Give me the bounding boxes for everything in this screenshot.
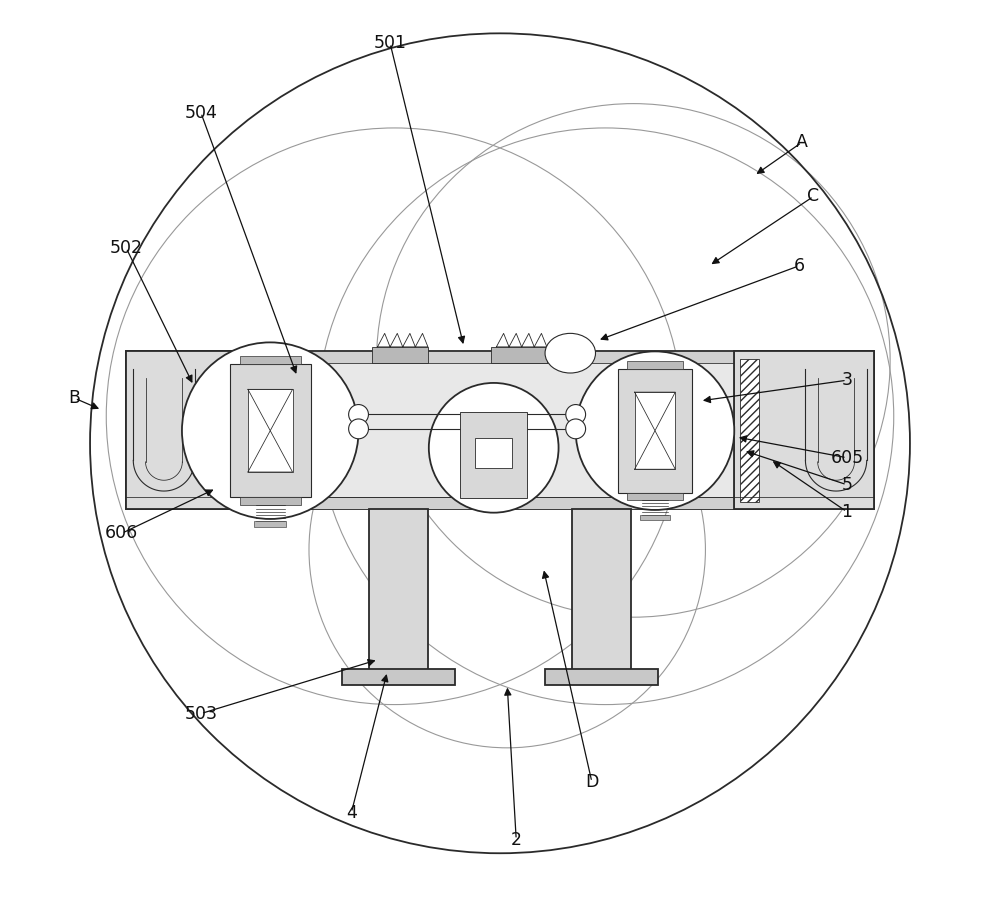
Bar [240, 356, 301, 364]
Text: 504: 504 [184, 104, 217, 122]
Bar [640, 515, 670, 520]
Text: 605: 605 [830, 449, 863, 467]
Bar [126, 351, 874, 363]
Text: B: B [69, 389, 81, 407]
Text: 606: 606 [105, 524, 138, 542]
Text: 6: 6 [794, 257, 805, 275]
Bar [126, 351, 874, 509]
Bar [618, 369, 692, 493]
Bar [342, 669, 455, 685]
Bar [491, 347, 547, 363]
Bar [241, 359, 260, 502]
Text: 502: 502 [110, 239, 143, 257]
Bar [460, 413, 527, 497]
Text: A: A [796, 133, 808, 151]
Bar [627, 361, 683, 369]
Bar [230, 364, 311, 497]
Circle shape [429, 383, 559, 513]
Bar [126, 351, 266, 509]
Text: 4: 4 [346, 804, 357, 822]
Circle shape [566, 419, 586, 439]
Bar [545, 669, 658, 685]
Circle shape [349, 419, 368, 439]
Bar [126, 497, 874, 509]
Text: 1: 1 [841, 503, 852, 521]
Circle shape [566, 405, 586, 424]
Bar [369, 509, 428, 671]
Circle shape [576, 351, 734, 510]
Text: D: D [585, 773, 599, 791]
Text: 5: 5 [841, 476, 852, 494]
Bar [635, 392, 675, 469]
Bar [475, 438, 512, 468]
Circle shape [349, 405, 368, 424]
Bar [572, 509, 631, 671]
Bar [254, 522, 286, 527]
Text: 2: 2 [511, 831, 522, 849]
Ellipse shape [545, 333, 596, 373]
Text: C: C [807, 187, 820, 205]
Text: 3: 3 [841, 371, 852, 389]
Circle shape [182, 342, 359, 519]
Bar [627, 493, 683, 500]
Text: 501: 501 [374, 34, 407, 52]
Bar [734, 351, 874, 509]
Text: 503: 503 [184, 705, 217, 723]
Bar [240, 497, 301, 505]
Bar [372, 347, 428, 363]
Bar [248, 389, 293, 472]
Bar [740, 359, 759, 502]
